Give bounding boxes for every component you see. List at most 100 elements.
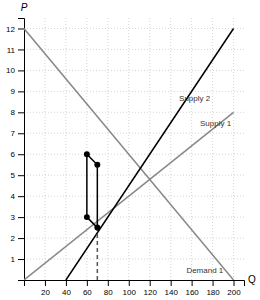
x-tick-mark [150,280,151,286]
grid-line [170,18,171,280]
point [94,162,100,168]
y-tick-mark [18,28,24,29]
y-axis-label: P [21,2,28,13]
y-tick-label: 4 [11,192,16,201]
y-tick: 3 [11,213,24,222]
y-tick: 12 [6,25,24,34]
y-tick: 4 [11,192,24,201]
grid-line [24,217,244,218]
line [66,28,234,280]
grid-line [86,18,87,280]
grid-line [128,18,129,280]
y-tick-label: 2 [11,234,16,243]
x-tick-mark [45,280,46,286]
x-tick-mark [213,280,214,286]
x-tick-label: 20 [41,288,50,297]
point [84,214,90,220]
x-tick-label: 120 [144,288,158,297]
x-tick: 40 [62,280,71,297]
x-tick-mark [108,280,109,286]
grid-line [24,175,244,176]
y-tick-label: 6 [11,150,16,159]
x-tick-label: 140 [164,288,178,297]
y-tick-label: 7 [11,129,16,138]
line [24,112,234,280]
grid-line [191,18,192,280]
grid-line [24,133,244,134]
grid-line [24,238,244,239]
x-tick: 120 [144,280,158,297]
grid-line [149,18,150,280]
grid-line [65,18,66,280]
y-tick: 10 [6,66,24,75]
y-tick-label: 12 [6,25,15,34]
chart: 2040608010012014016018020012345678910111… [0,0,260,300]
x-tick-label: 160 [185,288,199,297]
x-axis-label: Q [248,274,256,285]
marks [24,28,234,280]
line [97,223,99,280]
x-axis-line [25,281,245,287]
annotation: Supply 2 [179,94,211,103]
y-axis: 123456789101112 [6,19,24,281]
y-tick: 8 [11,108,24,117]
grid-line [24,28,244,29]
y-tick-mark [18,175,24,176]
y-tick-mark [18,133,24,134]
y-tick-mark [18,259,24,260]
y-tick-label: 5 [11,171,16,180]
y-axis-line [18,19,25,281]
x-tick: 60 [83,280,92,297]
y-tick: 5 [11,171,24,180]
grid-line [24,196,244,197]
x-tick-label: 60 [83,288,92,297]
x-tick-mark [192,280,193,286]
grid-line [24,112,244,113]
x-tick: 160 [185,280,199,297]
point [84,151,90,157]
y-tick-label: 9 [11,87,16,96]
y-tick: 7 [11,129,24,138]
y-tick-label: 1 [11,255,16,264]
x-tick-mark [66,280,67,286]
grid [24,18,244,280]
y-tick-mark [18,154,24,155]
x-tick: 80 [104,280,113,297]
y-tick-mark [18,196,24,197]
grid-line [24,259,244,260]
point [94,225,100,231]
y-tick-mark [18,238,24,239]
y-tick-label: 3 [11,213,16,222]
y-tick: 2 [11,234,24,243]
y-tick-mark [18,112,24,113]
y-tick-mark [18,91,24,92]
x-axis: 20406080100120140160180200 [25,280,245,297]
x-tick-mark [129,280,130,286]
plot: 2040608010012014016018020012345678910111… [6,2,256,297]
y-tick: 1 [11,255,24,264]
x-tick-label: 40 [62,288,71,297]
annotations: Demand 1 Supply 1 Supply 2 [179,94,232,275]
y-tick-mark [18,70,24,71]
annotation: Supply 1 [200,119,232,128]
y-tick: 11 [7,46,24,55]
grid-line [107,18,108,280]
x-tick-mark [87,280,88,286]
y-tick-mark [18,49,24,50]
grid-line [24,49,244,50]
grid-line [24,91,244,92]
y-tick: 9 [11,87,24,96]
x-tick-mark [171,280,172,286]
x-tick: 140 [164,280,178,297]
y-tick-label: 11 [7,46,16,55]
y-tick-mark [18,217,24,218]
x-tick: 100 [123,280,137,297]
x-tick: 180 [206,280,220,297]
y-tick-label: 10 [6,66,15,75]
grid-line [44,18,45,280]
y-tick-label: 8 [11,108,16,117]
x-tick: 20 [41,280,50,297]
grid-line [24,154,244,155]
annotation: Demand 1 [186,266,223,275]
x-tick-label: 100 [123,288,137,297]
